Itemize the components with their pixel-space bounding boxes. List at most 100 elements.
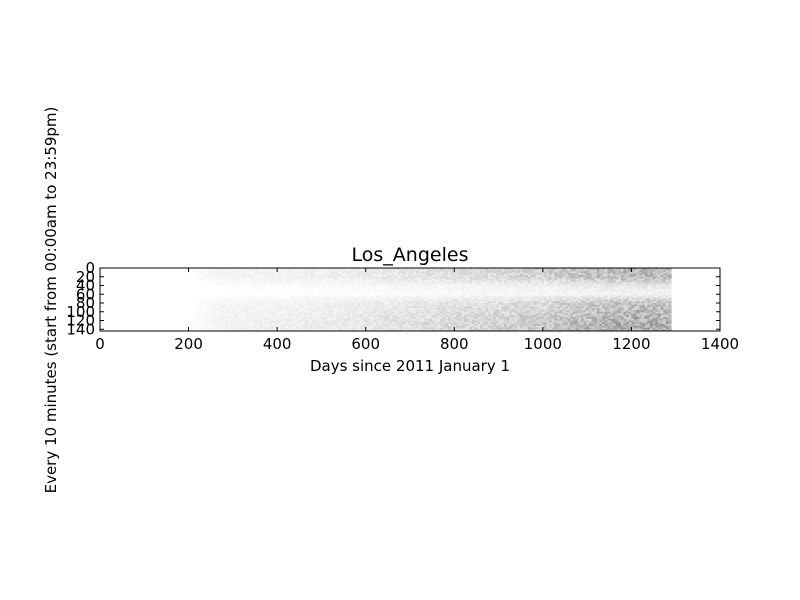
heatmap-cell [355, 322, 359, 325]
heatmap-cell [498, 303, 502, 306]
heatmap-cell [482, 282, 486, 285]
heatmap-cell [506, 322, 510, 325]
heatmap-cell [543, 278, 547, 281]
heatmap-cell [206, 306, 210, 309]
heatmap-cell [254, 322, 258, 325]
heatmap-cell [381, 296, 385, 299]
heatmap-cell [445, 317, 449, 320]
heatmap-cell [437, 322, 441, 325]
heatmap-cell [365, 308, 369, 311]
heatmap-cell [514, 318, 518, 321]
heatmap-cell [440, 322, 444, 325]
heatmap-cell [211, 324, 215, 327]
heatmap-cell [487, 306, 491, 309]
heatmap-cell [565, 289, 568, 292]
heatmap-cell [360, 268, 364, 271]
heatmap-cell [551, 310, 555, 313]
heatmap-cell [498, 306, 502, 309]
heatmap-cell [533, 303, 537, 306]
heatmap-cell [509, 317, 513, 320]
heatmap-cell [203, 271, 207, 274]
heatmap-cell [320, 273, 324, 276]
heatmap-cell [267, 329, 271, 332]
plot-area [99, 267, 721, 332]
heatmap-cell [365, 287, 369, 290]
heatmap-cell [445, 273, 449, 276]
heatmap-cell [509, 325, 513, 328]
heatmap-cell [219, 306, 223, 309]
heatmap-cell [466, 275, 470, 278]
heatmap-cell [538, 304, 542, 307]
heatmap-cell [554, 308, 558, 311]
heatmap-cell [442, 318, 446, 321]
heatmap-cell [344, 313, 348, 316]
heatmap-cell [389, 296, 393, 299]
heatmap-cell [448, 315, 452, 318]
heatmap-cell [450, 287, 454, 290]
heatmap-cell [299, 322, 303, 325]
heatmap-cell [315, 322, 319, 325]
heatmap-cell [315, 285, 319, 288]
heatmap-cell [200, 310, 204, 313]
heatmap-cell [543, 324, 547, 327]
heatmap-cell [363, 315, 367, 318]
heatmap-cell [254, 273, 258, 276]
heatmap-cell [402, 324, 406, 327]
heatmap-cell [416, 304, 420, 307]
heatmap-cell [309, 315, 313, 318]
heatmap-cell [304, 315, 308, 318]
heatmap-cell [349, 313, 353, 316]
heatmap-cell [394, 283, 398, 286]
heatmap-cell [394, 324, 398, 327]
heatmap-cell [456, 311, 460, 314]
heatmap-cell [525, 296, 529, 299]
heatmap-cell [331, 280, 335, 283]
heatmap-cell [312, 310, 316, 313]
heatmap-cell [349, 296, 353, 299]
heatmap-cell [514, 285, 518, 288]
heatmap-cell [299, 296, 303, 299]
heatmap-cell [208, 310, 212, 313]
heatmap-cell [355, 271, 359, 274]
heatmap-cell [288, 311, 292, 314]
heatmap-cell [493, 275, 497, 278]
heatmap-cell [464, 329, 467, 332]
heatmap-cell [549, 292, 553, 295]
heatmap-cell [267, 297, 271, 300]
heatmap-cell [580, 329, 584, 332]
heatmap-cell [219, 283, 223, 286]
heatmap-cell [557, 299, 560, 302]
heatmap-cell [525, 315, 529, 318]
heatmap-cell [214, 311, 218, 314]
heatmap-cell [341, 280, 345, 283]
heatmap-cell [347, 320, 351, 323]
heatmap-cell [535, 287, 539, 290]
heatmap-cell [200, 278, 204, 281]
heatmap-cell [283, 285, 287, 288]
heatmap-cell [538, 273, 542, 276]
heatmap-cell [235, 273, 239, 276]
heatmap-cell [410, 287, 414, 290]
heatmap-cell [509, 320, 513, 323]
heatmap-cell [405, 287, 409, 290]
heatmap-cell [418, 317, 422, 320]
heatmap-cell [254, 301, 258, 304]
heatmap-cell [578, 324, 582, 327]
heatmap-cell [482, 327, 486, 330]
heatmap-cell [219, 322, 223, 325]
heatmap-cell [336, 324, 340, 327]
heatmap-cell [426, 310, 430, 313]
heatmap-cell [339, 282, 343, 285]
heatmap-cell [514, 313, 518, 316]
heatmap-cell [559, 290, 563, 293]
heatmap-cell [267, 276, 271, 279]
heatmap-cell [511, 292, 515, 295]
heatmap-cell [445, 303, 449, 306]
heatmap-cell [559, 315, 563, 318]
heatmap-cell [479, 318, 483, 321]
heatmap-cell [389, 310, 393, 313]
heatmap-cell [328, 269, 332, 272]
heatmap-cell [501, 304, 505, 307]
heatmap-cell [416, 320, 420, 323]
heatmap-cell [307, 313, 311, 316]
